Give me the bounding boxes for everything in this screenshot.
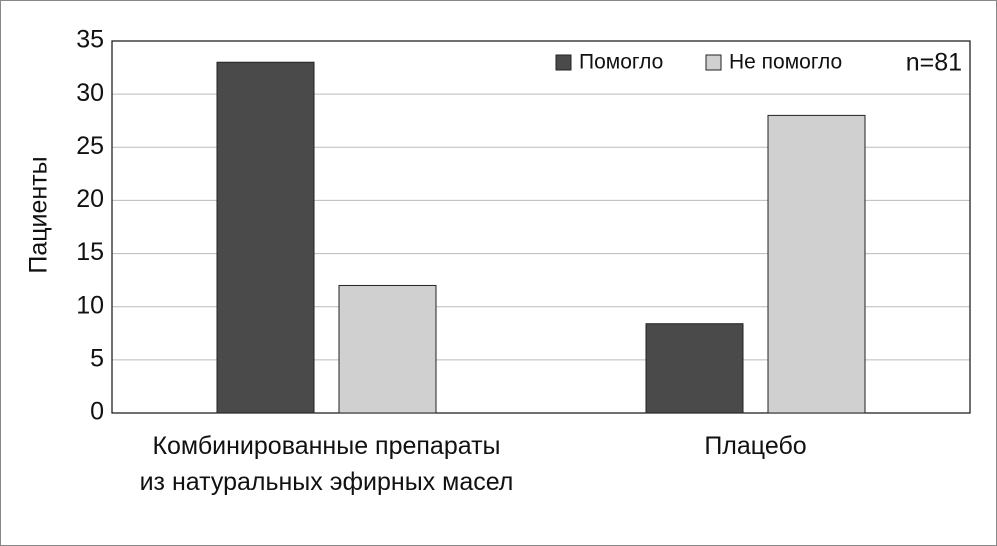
legend-swatch xyxy=(555,54,572,71)
annotation: n=81 xyxy=(906,49,962,77)
y-tick-label: 5 xyxy=(90,344,104,372)
y-tick-label: 15 xyxy=(76,238,104,266)
legend-label: Не помогло xyxy=(729,51,842,74)
y-tick-label: 25 xyxy=(76,132,104,160)
legend-swatch xyxy=(705,54,722,71)
plot-frame xyxy=(111,40,971,414)
bar xyxy=(645,323,744,414)
bar xyxy=(338,284,437,414)
y-tick-label: 0 xyxy=(90,398,104,426)
y-tick-label: 20 xyxy=(76,185,104,213)
bar xyxy=(767,114,866,414)
y-tick-label: 10 xyxy=(76,291,104,319)
x-tick-label: Плацебо xyxy=(704,432,807,460)
y-tick-label: 35 xyxy=(76,26,104,54)
y-tick-label: 30 xyxy=(76,79,104,107)
x-tick-label: Комбинированные препараты из натуральных… xyxy=(139,432,514,496)
y-axis-label: Пациенты xyxy=(25,156,53,273)
legend-label: Помогло xyxy=(579,51,663,74)
bar xyxy=(216,61,315,414)
